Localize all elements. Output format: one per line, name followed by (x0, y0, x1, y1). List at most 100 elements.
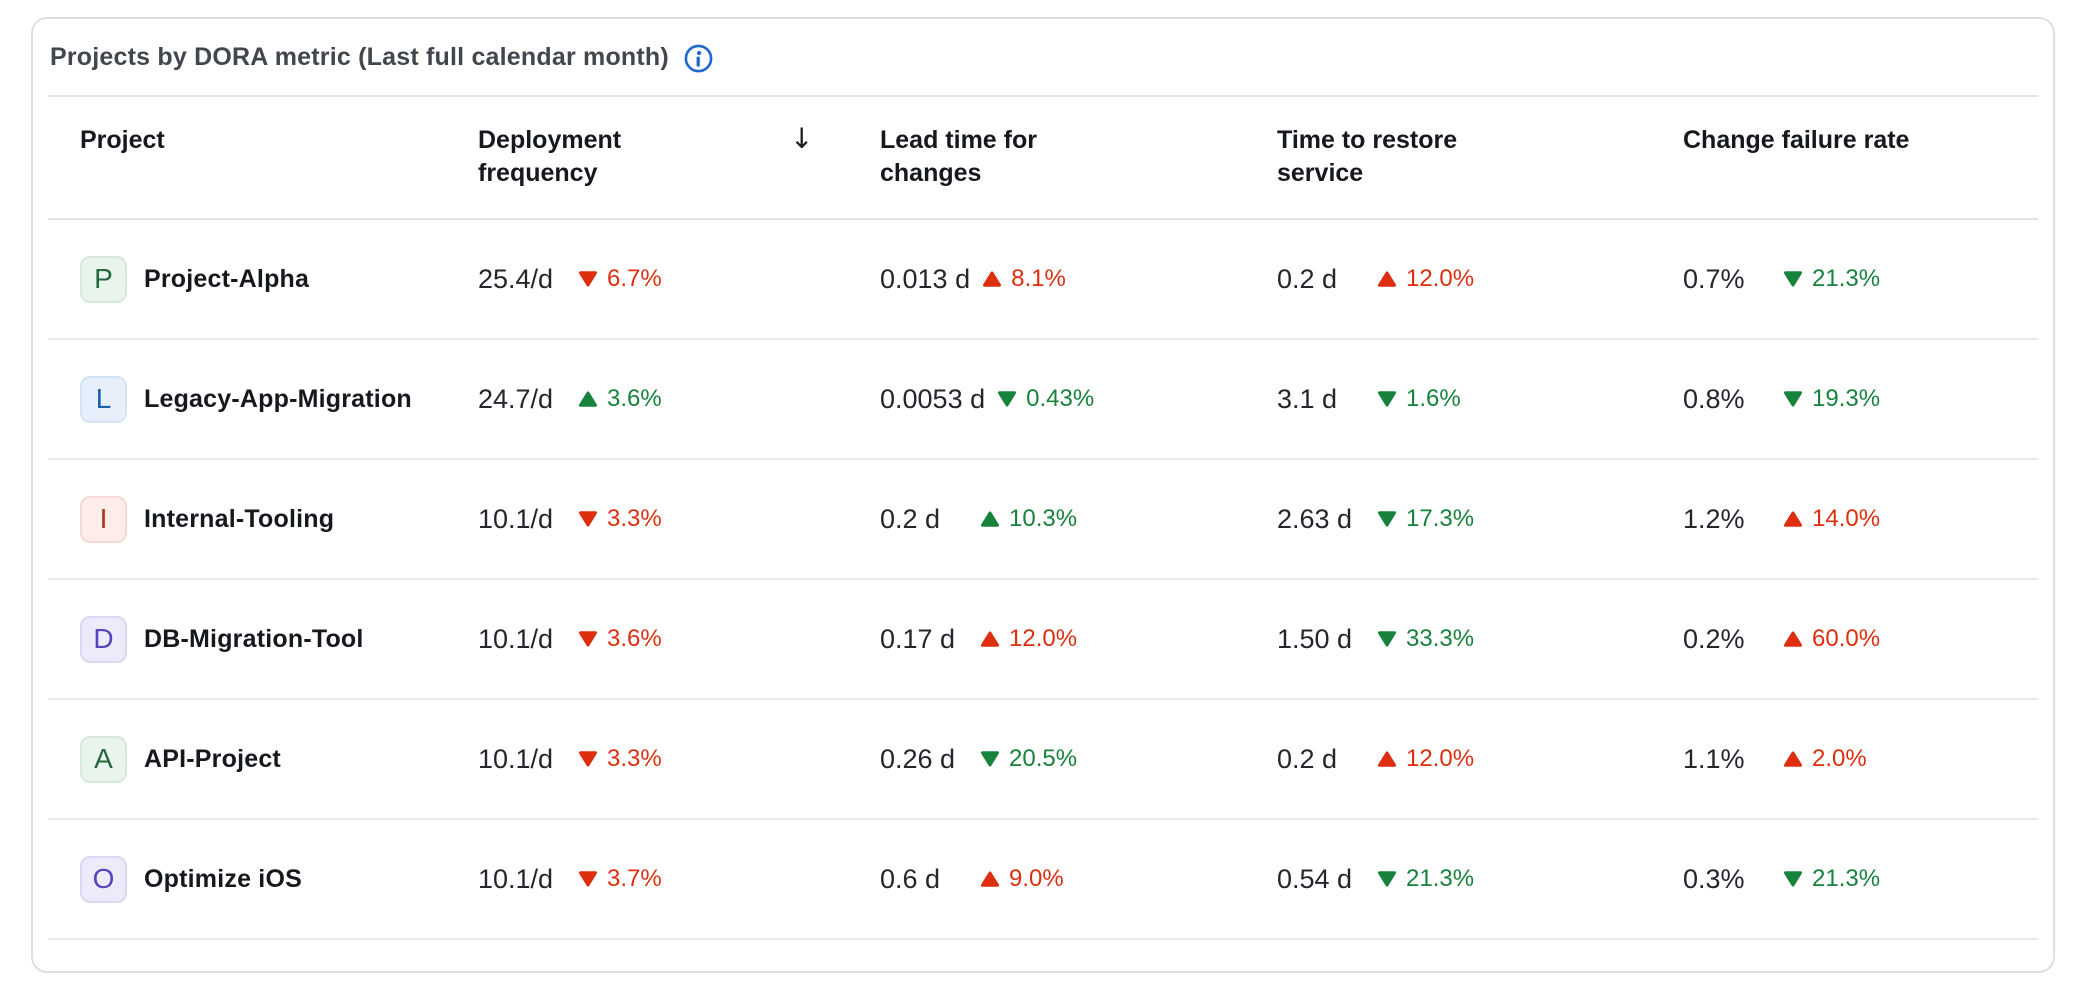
page-title: Projects by DORA metric (Last full calen… (50, 42, 669, 71)
metric-deployment-frequency: 10.1/d 3.3% (478, 504, 880, 535)
table-row[interactable]: D DB-Migration-Tool 10.1/d 3.6% 0.17 d 1… (48, 580, 2038, 700)
metric-value: 1.1% (1683, 743, 1745, 774)
trend-down-icon (579, 871, 597, 887)
trend-delta-value: 12.0% (1406, 745, 1475, 772)
trend-delta-value: 21.3% (1406, 865, 1475, 892)
trend-up-icon (981, 871, 999, 887)
metric-value: 0.2 d (1277, 743, 1338, 774)
trend-delta-value: 0.43% (1026, 385, 1095, 412)
trend-delta-value: 3.3% (607, 505, 662, 532)
metric-change-failure-rate: 0.8% 19.3% (1683, 384, 2038, 415)
trend-delta: 21.3% (1377, 865, 1474, 893)
metric-value: 0.3% (1683, 863, 1745, 894)
project-cell: O Optimize iOS (48, 855, 478, 903)
trend-delta: 3.6% (578, 385, 662, 413)
trend-down-icon (1784, 391, 1802, 407)
metric-value: 0.17 d (880, 623, 956, 654)
metric-deployment-frequency: 10.1/d 3.7% (478, 864, 880, 895)
metric-time-to-restore: 1.50 d 33.3% (1277, 624, 1683, 655)
trend-delta: 3.3% (578, 745, 662, 773)
metric-time-to-restore: 3.1 d 1.6% (1277, 384, 1683, 415)
column-header-deployment-frequency[interactable]: Deployment frequency ↓ (478, 122, 814, 187)
card-header: Projects by DORA metric (Last full calen… (48, 19, 2038, 97)
metric-value: 0.2 d (1277, 263, 1338, 294)
trend-up-icon (1784, 631, 1802, 647)
trend-delta: 21.3% (1783, 265, 1880, 293)
project-avatar: I (80, 495, 127, 543)
trend-up-icon (1784, 751, 1802, 767)
column-header-time-to-restore[interactable]: Time to restore service (1277, 126, 1458, 187)
trend-delta: 21.3% (1783, 865, 1880, 893)
trend-down-icon (1378, 511, 1396, 527)
trend-down-icon (1784, 871, 1802, 887)
table-row[interactable]: O Optimize iOS 10.1/d 3.7% 0.6 d 9.0% 0.… (48, 820, 2038, 940)
project-avatar: P (80, 255, 127, 303)
trend-down-icon (579, 511, 597, 527)
project-name[interactable]: Optimize iOS (144, 864, 302, 893)
metric-lead-time: 0.17 d 12.0% (880, 624, 1277, 655)
metric-lead-time: 0.26 d 20.5% (880, 744, 1277, 775)
table-row[interactable]: I Internal-Tooling 10.1/d 3.3% 0.2 d 10.… (48, 460, 2038, 580)
metric-value: 0.2 d (880, 503, 941, 534)
trend-delta: 19.3% (1783, 385, 1880, 413)
metric-time-to-restore: 2.63 d 17.3% (1277, 504, 1683, 535)
info-icon[interactable] (683, 43, 714, 74)
trend-delta-value: 20.5% (1009, 745, 1078, 772)
column-header-change-failure-rate[interactable]: Change failure rate (1683, 126, 1910, 154)
metric-value: 1.2% (1683, 503, 1745, 534)
trend-delta: 1.6% (1377, 385, 1461, 413)
project-name[interactable]: API-Project (144, 744, 281, 773)
project-name[interactable]: Project-Alpha (144, 264, 310, 293)
trend-delta: 12.0% (1377, 265, 1474, 293)
trend-delta: 8.1% (982, 265, 1066, 293)
project-avatar-initial: D (93, 623, 114, 654)
trend-delta-value: 17.3% (1406, 505, 1475, 532)
metric-deployment-frequency: 10.1/d 3.3% (478, 744, 880, 775)
column-header-project[interactable]: Project (80, 126, 165, 154)
metric-lead-time: 0.013 d 8.1% (880, 264, 1277, 295)
metric-change-failure-rate: 0.2% 60.0% (1683, 624, 2038, 655)
sort-descending-icon[interactable]: ↓ (790, 122, 814, 155)
trend-down-icon (1378, 871, 1396, 887)
metric-value: 10.1/d (478, 743, 554, 774)
trend-delta-value: 3.3% (607, 745, 662, 772)
dora-metrics-card: Projects by DORA metric (Last full calen… (31, 17, 2055, 973)
project-avatar-initial: O (92, 863, 115, 894)
dora-table: Project Deployment frequency ↓ Lead time… (48, 97, 2038, 940)
trend-up-icon (981, 511, 999, 527)
project-cell: P Project-Alpha (48, 255, 478, 303)
project-cell: A API-Project (48, 735, 478, 783)
metric-change-failure-rate: 0.3% 21.3% (1683, 864, 2038, 895)
table-row[interactable]: A API-Project 10.1/d 3.3% 0.26 d 20.5% 0… (48, 700, 2038, 820)
metric-value: 0.7% (1683, 263, 1745, 294)
metric-value: 0.013 d (880, 263, 971, 294)
project-name[interactable]: Internal-Tooling (144, 504, 335, 533)
project-cell: I Internal-Tooling (48, 495, 478, 543)
trend-down-icon (1378, 631, 1396, 647)
table-header-row: Project Deployment frequency ↓ Lead time… (48, 97, 2038, 220)
trend-up-icon (1784, 511, 1802, 527)
trend-delta-value: 3.6% (607, 625, 662, 652)
trend-delta-value: 3.7% (607, 865, 662, 892)
project-avatar: L (80, 375, 127, 423)
project-avatar-initial: P (94, 263, 113, 294)
project-name[interactable]: Legacy-App-Migration (144, 384, 412, 413)
metric-value: 3.1 d (1277, 383, 1338, 414)
metric-change-failure-rate: 0.7% 21.3% (1683, 264, 2038, 295)
metric-time-to-restore: 0.2 d 12.0% (1277, 264, 1683, 295)
metric-deployment-frequency: 24.7/d 3.6% (478, 384, 880, 415)
trend-delta-value: 8.1% (1011, 265, 1066, 292)
table-row[interactable]: L Legacy-App-Migration 24.7/d 3.6% 0.005… (48, 340, 2038, 460)
table-row[interactable]: P Project-Alpha 25.4/d 6.7% 0.013 d 8.1%… (48, 220, 2038, 340)
trend-delta: 12.0% (1377, 745, 1474, 773)
trend-delta-value: 12.0% (1406, 265, 1475, 292)
project-name[interactable]: DB-Migration-Tool (144, 624, 364, 653)
metric-value: 0.54 d (1277, 863, 1353, 894)
project-avatar-initial: L (95, 383, 112, 414)
metric-lead-time: 0.2 d 10.3% (880, 504, 1277, 535)
trend-delta: 20.5% (980, 745, 1077, 773)
trend-delta: 9.0% (980, 865, 1064, 893)
column-header-lead-time[interactable]: Lead time for changes (880, 126, 1037, 187)
metric-value: 10.1/d (478, 863, 554, 894)
trend-delta: 3.3% (578, 505, 662, 533)
